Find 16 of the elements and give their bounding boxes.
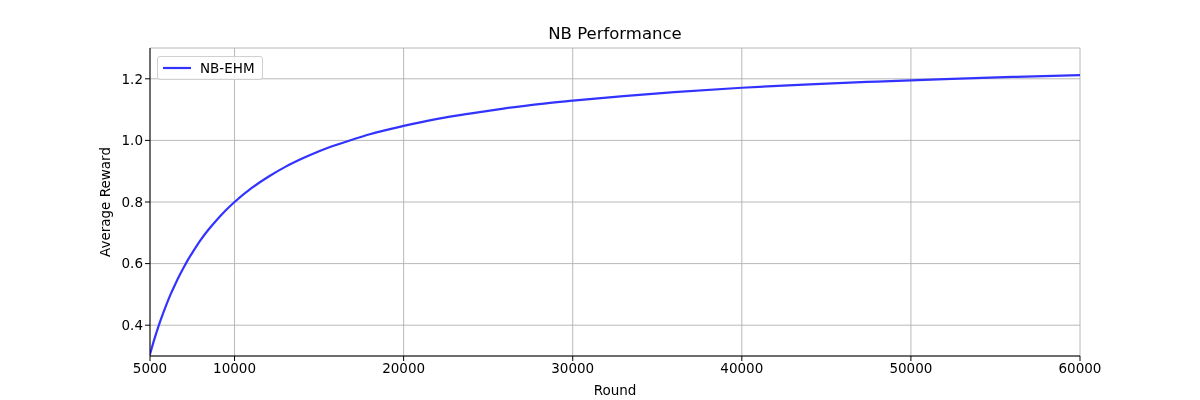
x-tick-label: 30000 bbox=[551, 359, 595, 376]
x-tick-label: 40000 bbox=[720, 359, 764, 376]
x-axis-title: Round bbox=[592, 382, 638, 398]
y-tick-label: 1.2 bbox=[121, 70, 143, 87]
x-tick-label: 5000 bbox=[132, 359, 168, 376]
x-tick-label: 10000 bbox=[213, 359, 257, 376]
x-tick-label: 50000 bbox=[889, 359, 933, 376]
y-axis-title: Average Reward bbox=[97, 146, 113, 258]
y-tick-label: 1.0 bbox=[121, 132, 143, 149]
chart-title: NB Performance bbox=[547, 24, 683, 43]
x-tick-label: 20000 bbox=[382, 359, 426, 376]
x-tick-label: 60000 bbox=[1058, 359, 1102, 376]
y-tick-label: 0.4 bbox=[121, 316, 143, 333]
y-tick-label: 0.8 bbox=[121, 193, 143, 210]
y-tick-label: 0.6 bbox=[121, 255, 143, 272]
legend-label: NB-EHM bbox=[200, 60, 255, 76]
